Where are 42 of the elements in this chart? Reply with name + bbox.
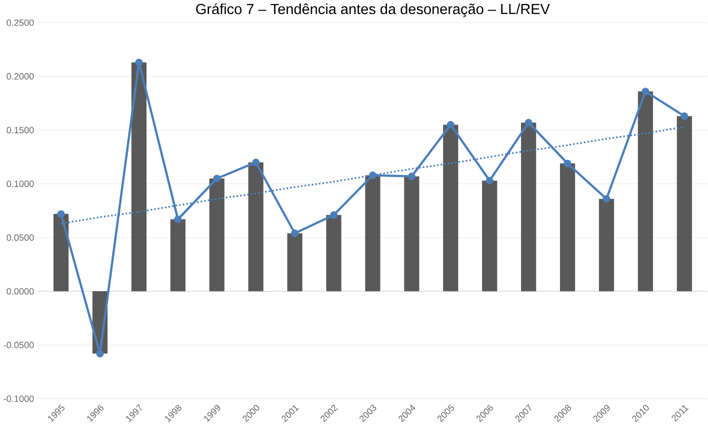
point xyxy=(174,215,182,223)
bar xyxy=(209,178,224,292)
y-tick-label: 0.0500 xyxy=(6,234,34,241)
point xyxy=(524,118,532,126)
y-tick-label: 0.2500 xyxy=(6,19,34,26)
y-tick-label: -0.0500 xyxy=(4,342,34,348)
y-tick-label: 0.1000 xyxy=(6,180,34,187)
point xyxy=(680,112,688,120)
bar xyxy=(404,176,420,292)
point xyxy=(213,174,221,182)
point xyxy=(642,88,650,96)
bar xyxy=(560,163,576,292)
point xyxy=(446,120,454,128)
y-tick-label: -0.1000 xyxy=(4,395,34,402)
point xyxy=(564,160,572,167)
bar xyxy=(482,180,498,292)
bar xyxy=(638,91,654,292)
bar xyxy=(287,233,302,292)
point xyxy=(291,229,299,237)
bar xyxy=(248,162,264,292)
bar xyxy=(521,122,536,292)
bar xyxy=(326,214,342,292)
bar xyxy=(53,214,69,292)
y-tick-label: 0.2000 xyxy=(6,73,34,80)
point xyxy=(330,211,338,219)
point xyxy=(57,210,65,218)
point xyxy=(252,158,260,166)
bar xyxy=(170,219,186,292)
point xyxy=(602,195,610,202)
bar xyxy=(131,62,146,292)
bar xyxy=(443,124,458,292)
bar xyxy=(365,175,380,292)
point xyxy=(135,58,143,66)
bar xyxy=(676,116,692,292)
point xyxy=(96,350,104,358)
bar xyxy=(598,198,614,292)
y-tick-label: 0.0000 xyxy=(6,288,34,294)
chart-title: Gráfico 7 – Tendência antes da desoneração – LL/REV xyxy=(196,3,550,17)
point xyxy=(368,171,376,179)
y-tick-label: 0.1500 xyxy=(6,126,34,134)
point xyxy=(408,172,416,180)
point xyxy=(486,176,494,184)
